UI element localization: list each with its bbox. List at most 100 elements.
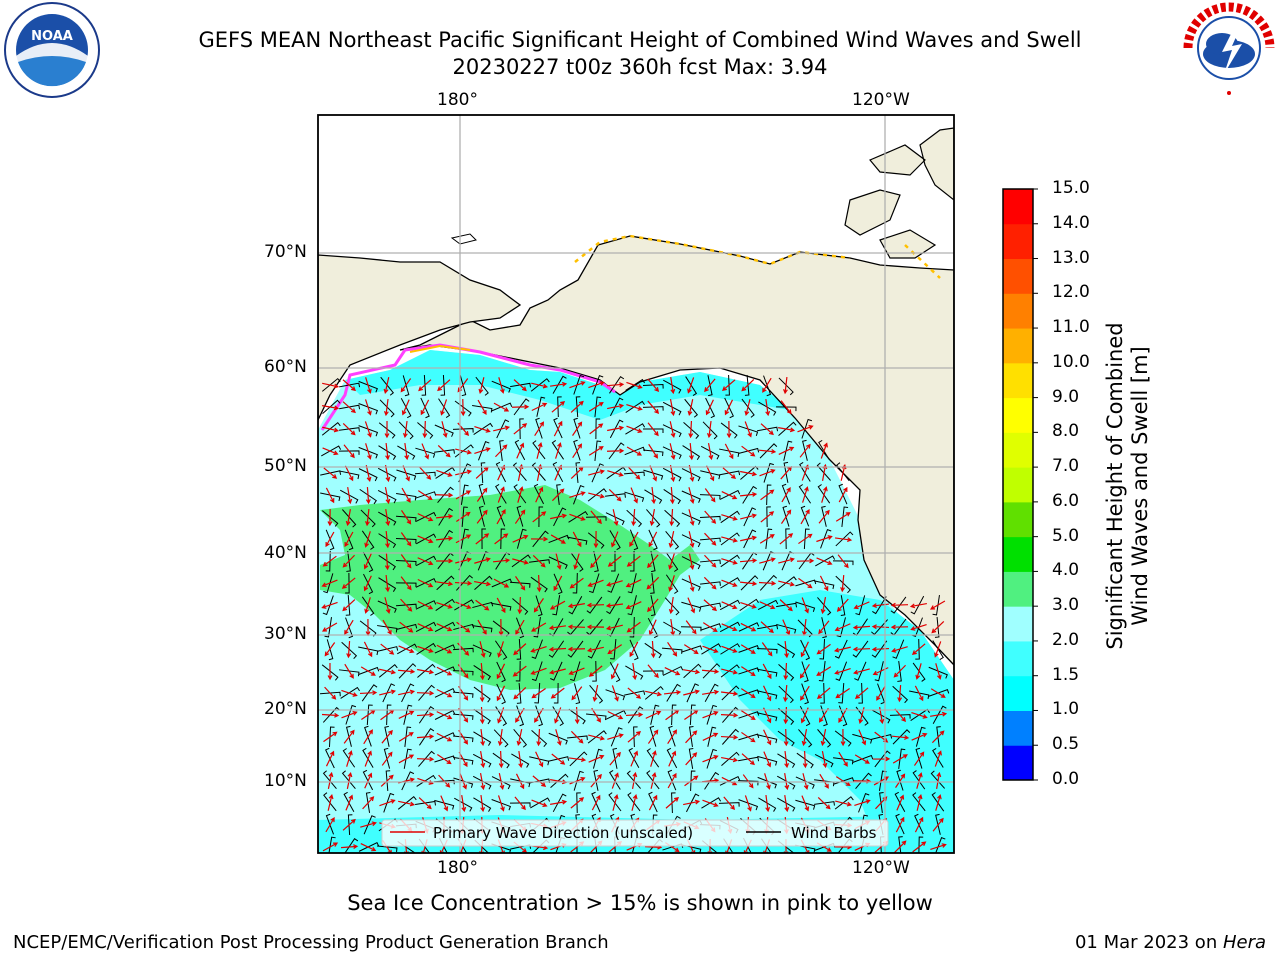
- wave-arrow: [340, 844, 359, 850]
- wave-arrow: [871, 603, 890, 608]
- wind-barb: [358, 666, 380, 675]
- wind-barb: [395, 560, 417, 566]
- wind-barb: [608, 442, 625, 460]
- wave-arrow: [669, 421, 676, 439]
- wind-barb: [626, 509, 643, 528]
- wave-arrow: [648, 794, 658, 811]
- wind-barb: [629, 616, 635, 638]
- wave-arrow: [688, 487, 695, 504]
- wind-barb: [414, 471, 436, 477]
- wind-barb: [567, 735, 588, 740]
- wind-barb: [416, 774, 436, 787]
- wind-barb: [662, 424, 682, 438]
- wave-arrow: [835, 800, 852, 807]
- wave-arrow: [858, 729, 867, 746]
- wave-arrow: [778, 557, 795, 564]
- wave-arrow: [800, 685, 810, 701]
- noaa-logo-text: NOAA: [31, 29, 73, 44]
- wave-arrow: [606, 448, 625, 454]
- wind-barb: [397, 795, 417, 810]
- colorbar-swatch: [1003, 258, 1033, 294]
- wind-barb: [664, 509, 681, 528]
- wind-barb: [478, 505, 485, 527]
- wind-barb: [491, 578, 513, 588]
- wave-arrow: [649, 509, 656, 527]
- wind-barb: [592, 748, 603, 769]
- wind-barb: [549, 618, 564, 637]
- wave-arrow: [379, 689, 396, 696]
- wave-arrow: [344, 619, 354, 635]
- wave-arrow: [365, 465, 372, 483]
- wind-barb: [702, 421, 718, 440]
- wave-arrow: [398, 710, 415, 719]
- wind-barb: [531, 462, 546, 481]
- wave-arrow: [342, 379, 356, 392]
- wave-arrow: [741, 379, 755, 392]
- wind-barb: [686, 683, 699, 703]
- wind-barb: [835, 575, 851, 594]
- wave-arrow: [929, 600, 946, 610]
- wind-barb: [835, 531, 854, 547]
- wind-barb: [437, 486, 454, 503]
- wind-barb: [931, 792, 945, 812]
- wind-barb: [817, 597, 832, 616]
- wind-barb: [910, 595, 925, 615]
- wave-arrow: [687, 377, 695, 394]
- colorbar-tick-label: 0.5: [1052, 734, 1080, 755]
- wind-barb: [915, 747, 923, 769]
- wave-arrow: [895, 816, 905, 833]
- wave-arrow: [626, 621, 641, 633]
- wind-barb: [567, 536, 588, 545]
- wave-arrow: [549, 600, 566, 610]
- wave-arrow: [724, 443, 734, 460]
- wave-arrow: [589, 423, 604, 435]
- land-arctic-islands: [844, 127, 954, 259]
- wind-barb: [607, 573, 620, 593]
- wave-arrow: [760, 621, 774, 634]
- wave-arrow: [569, 776, 586, 785]
- wave-arrow: [588, 492, 605, 499]
- wave-arrow: [647, 554, 659, 569]
- wind-barb: [795, 601, 816, 612]
- wave-arrow: [397, 669, 416, 674]
- wind-barb: [553, 507, 567, 527]
- wind-barb: [800, 639, 811, 661]
- wind-barb: [667, 769, 677, 791]
- wave-arrow: [342, 401, 356, 414]
- wind-barb: [699, 537, 721, 543]
- wind-barb: [625, 665, 644, 680]
- wind-barb: [378, 511, 397, 526]
- wind-barb: [757, 755, 778, 766]
- wave-arrow: [668, 597, 674, 615]
- wave-arrow: [931, 730, 945, 744]
- colorbar-tick-label: 8.0: [1052, 421, 1080, 442]
- wave-arrow: [401, 510, 412, 525]
- wind-barb: [509, 802, 531, 807]
- wind-barb: [568, 708, 586, 725]
- colorbar-swatch: [1003, 189, 1033, 225]
- wind-barb: [495, 706, 508, 727]
- wave-arrow: [476, 487, 488, 502]
- wave-arrow: [363, 575, 372, 592]
- wave-arrow: [721, 536, 738, 543]
- wind-barb: [344, 529, 354, 551]
- wave-arrow: [513, 423, 528, 435]
- wave-arrow: [555, 442, 562, 459]
- wave-arrow: [854, 754, 870, 764]
- wind-barb: [419, 727, 435, 746]
- wind-barb: [699, 494, 721, 500]
- wave-arrow: [720, 712, 739, 718]
- wind-barb: [557, 396, 562, 418]
- wind-barb: [915, 726, 926, 747]
- wave-arrow: [514, 509, 526, 524]
- wave-arrow: [744, 421, 752, 438]
- wave-arrow: [322, 382, 340, 389]
- colorbar-tick-label: 1.5: [1052, 664, 1080, 685]
- wind-barb: [796, 752, 814, 769]
- wave-arrow: [441, 421, 448, 438]
- wind-barb: [594, 396, 602, 417]
- wave-arrow: [478, 377, 485, 394]
- wind-barb: [573, 417, 581, 439]
- wave-arrow: [647, 729, 659, 744]
- wind-barb: [345, 594, 351, 616]
